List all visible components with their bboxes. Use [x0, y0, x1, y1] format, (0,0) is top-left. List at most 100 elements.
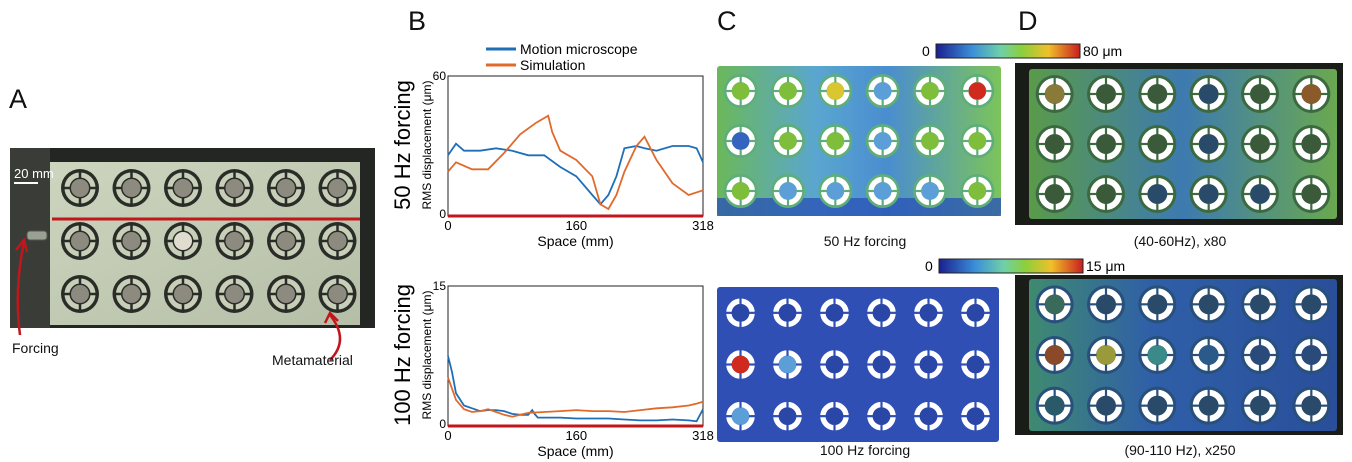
y-tick-label: 15: [433, 279, 447, 293]
legend-label-motion: Motion microscope: [520, 41, 638, 57]
colorbar-2-min: 0: [925, 258, 933, 274]
series-line-simulation: [447, 114, 704, 211]
series-line-simulation: [447, 377, 704, 418]
photo-resonator: [215, 169, 254, 207]
resonator-cell: [818, 174, 853, 208]
resonator-cell: [1241, 336, 1279, 374]
resonator-cell: [771, 124, 805, 158]
photo-resonator: [61, 169, 99, 207]
resonator-cell: [1189, 285, 1228, 324]
x-tick-label: 0: [444, 218, 451, 233]
resonator-cell: [864, 295, 899, 330]
photo-resonator: [267, 169, 305, 207]
resonator-cell: [1189, 75, 1228, 113]
resonator-cell: [960, 174, 995, 208]
colorbar-2-max: 15 μm: [1086, 258, 1125, 274]
colorbar-1: 0 80 μm: [922, 43, 1122, 59]
resonator-cell: [1035, 336, 1074, 374]
photo-resonator: [215, 275, 254, 313]
photo-resonator: [267, 222, 305, 260]
panel-label-b: B: [408, 6, 427, 36]
photo-resonator: [112, 275, 151, 313]
resonator-cell: [1241, 285, 1279, 324]
panel-label-d: D: [1018, 6, 1038, 36]
resonator-cell: [1087, 125, 1125, 163]
photo-resonator: [112, 222, 151, 260]
resonator-cell: [1241, 386, 1279, 425]
resonator-cell: [865, 74, 900, 108]
y-tick-label: 0: [439, 417, 446, 431]
resonator-cell: [770, 295, 805, 330]
x-tick-label: 318: [692, 428, 714, 443]
series-line-motion-microscope: [447, 355, 704, 423]
resonator-cell: [1138, 125, 1177, 163]
caption-sim-50hz: 50 Hz forcing: [823, 233, 907, 249]
resonator-cell: [913, 124, 947, 158]
measured-overlay-50hz: [1015, 63, 1343, 225]
simulation-heatmap-50hz: [717, 66, 1001, 216]
resonator-cell: [864, 347, 899, 382]
resonator-cell: [1189, 125, 1228, 163]
resonator-cell: [1138, 386, 1177, 425]
metamaterial-arrow: [329, 314, 342, 361]
x-tick-label: 318: [692, 218, 714, 233]
photo-resonator: [164, 275, 202, 313]
resonator-cell: [723, 124, 758, 158]
scale-bar-label: 20 mm: [14, 166, 54, 181]
resonator-cell: [771, 74, 805, 108]
simulation-heatmap-100hz: [717, 287, 999, 442]
x-axis-label: Space (mm): [537, 443, 613, 459]
resonator-cell: [723, 399, 758, 434]
resonator-cell: [1035, 75, 1074, 113]
resonator-cell: [770, 399, 805, 434]
caption-sim-100hz: 100 Hz forcing: [819, 442, 911, 458]
legend-label-simulation: Simulation: [520, 57, 585, 73]
resonator-cell: [911, 295, 946, 330]
x-axis-label: Space (mm): [537, 233, 613, 249]
forcing-arrow: [16, 241, 26, 336]
resonator-cell: [958, 347, 993, 382]
legend: Motion microscope Simulation: [486, 41, 638, 73]
colorbar-1-max: 80 μm: [1083, 43, 1122, 59]
chart-50hz: 0 160 318 0 60 Space (mm): [433, 69, 714, 249]
photo-resonator: [61, 222, 99, 260]
photo-resonator: [318, 222, 357, 260]
resonator-cell: [1087, 285, 1125, 324]
caption-meas-100hz: (90-110 Hz), x250: [1124, 442, 1236, 458]
photo-resonator: [61, 275, 99, 313]
resonator-cell: [771, 174, 805, 208]
resonator-cell: [960, 124, 995, 158]
x-tick-label: 160: [565, 218, 587, 233]
resonator-cell: [958, 399, 993, 434]
resonator-cell: [1087, 175, 1125, 213]
resonator-cell: [911, 347, 946, 382]
resonator-cell: [1138, 75, 1177, 113]
colorbar-2: 0 15 μm: [925, 258, 1125, 274]
resonator-cell: [1035, 285, 1074, 324]
resonator-cell: [1087, 75, 1125, 113]
resonator-cell: [1035, 386, 1074, 425]
measured-overlay-100hz: [1015, 275, 1343, 435]
resonator-cell: [1138, 285, 1177, 324]
y-tick-label: 60: [433, 69, 447, 83]
resonator-cell: [818, 74, 853, 108]
photo-resonator: [215, 222, 254, 260]
row-label-100hz: 100 Hz forcing: [390, 284, 415, 426]
resonator-cell: [817, 399, 852, 434]
resonator-cell: [865, 174, 900, 208]
resonator-cell: [723, 295, 758, 330]
resonator-cell: [1292, 75, 1331, 113]
resonator-cell: [1241, 125, 1279, 163]
resonator-cell: [913, 74, 947, 108]
colorbar-1-gradient: [935, 43, 1081, 59]
colorbar-2-gradient: [938, 258, 1084, 274]
series-line-motion-microscope: [447, 142, 704, 206]
resonator-cell: [1138, 175, 1177, 213]
plot-frame: [447, 75, 704, 217]
panel-label-c: C: [717, 6, 737, 36]
resonator-cell: [960, 74, 995, 108]
resonator-cell: [1292, 336, 1331, 374]
resonator-cell: [1292, 175, 1331, 213]
resonator-cell: [958, 295, 993, 330]
